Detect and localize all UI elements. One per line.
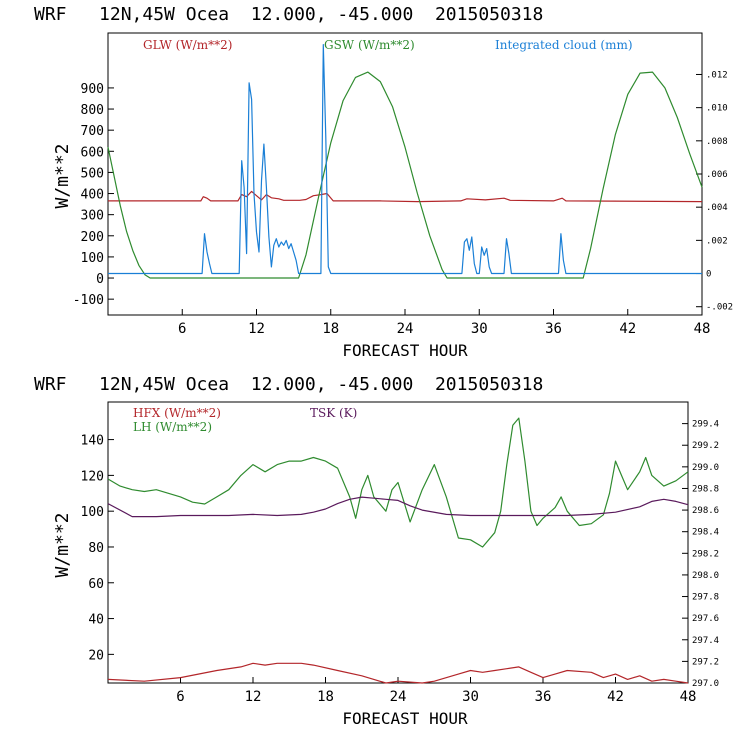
bottom-y2-tick-label: 297.4	[692, 636, 719, 646]
top-x-tick-label: 48	[694, 321, 711, 337]
bottom-y-axis-label: W/m**2	[52, 512, 73, 577]
bottom-y2-tick-label: 297.2	[692, 657, 719, 667]
top-x-axis-label: FORECAST HOUR	[342, 341, 468, 360]
bottom-panel: WRF 12N,45W Ocea 12.000, -45.000 2015050…	[34, 374, 719, 728]
bottom-y2-tick-label: 299.4	[692, 420, 719, 430]
bottom-plot-frame	[107, 401, 689, 684]
top-plot-frame	[107, 32, 703, 316]
top-series-line-1	[107, 71, 703, 279]
top-x-tick-label: 6	[178, 321, 186, 337]
top-y-tick-label: 200	[81, 230, 104, 245]
bottom-y2-tick-label: 298.0	[692, 571, 719, 581]
bottom-x-axis: 6 12 18 24 30 36 42 48	[176, 677, 696, 705]
bottom-x-tick-label: 12	[245, 689, 262, 705]
bottom-y2-tick-label: 298.2	[692, 549, 719, 559]
bottom-y-tick-label: 120	[81, 469, 104, 484]
top-y-tick-label: 500	[81, 166, 104, 181]
bottom-legend-tsk: TSK (K)	[310, 406, 357, 420]
top-y-tick-label: 400	[81, 188, 104, 203]
top-series-group	[107, 43, 703, 279]
bottom-chart-title: WRF 12N,45W Ocea 12.000, -45.000 2015050…	[34, 374, 543, 395]
top-x-tick-label: 24	[397, 321, 414, 337]
bottom-y2-tick-label: 299.0	[692, 463, 719, 473]
top-y-tick-label: -100	[73, 293, 104, 308]
bottom-x-tick-label: 6	[176, 689, 184, 705]
bottom-y2-tick-label: 298.8	[692, 484, 719, 494]
top-y2-tick-label: .002	[706, 236, 728, 246]
bottom-series-group	[107, 417, 689, 684]
top-x-tick-label: 18	[322, 321, 339, 337]
top-panel: WRF 12N,45W Ocea 12.000, -45.000 2015050…	[34, 4, 733, 360]
top-y-axis-label: W/m**2	[52, 143, 73, 208]
bottom-x-tick-label: 24	[390, 689, 407, 705]
bottom-y-tick-label: 20	[88, 648, 104, 663]
top-y2-tick-label: .012	[706, 70, 728, 80]
top-legend-gsw: GSW (W/m**2)	[324, 38, 415, 52]
top-y-tick-label: 600	[81, 145, 104, 160]
bottom-x-axis-label: FORECAST HOUR	[342, 709, 468, 728]
top-y-tick-label: 100	[81, 251, 104, 266]
top-y2-tick-label: .006	[706, 170, 728, 180]
bottom-series-line-2	[107, 496, 689, 518]
bottom-y-tick-label: 140	[81, 434, 104, 449]
bottom-y-tick-label: 100	[81, 505, 104, 520]
top-x-tick-label: 42	[619, 321, 636, 337]
top-legend-cloud: Integrated cloud (mm)	[495, 38, 633, 52]
bottom-y2-tick-label: 297.0	[692, 679, 719, 689]
top-y-tick-label: 900	[81, 82, 104, 97]
top-series-line-2	[108, 43, 702, 275]
bottom-x-tick-label: 42	[607, 689, 624, 705]
top-y-tick-label: 800	[81, 103, 104, 118]
bottom-y2-tick-label: 297.6	[692, 614, 719, 624]
top-y-axis: 900 800 700 600 500 400 300 200 100 0 -100	[73, 82, 114, 308]
bottom-y2-tick-label: 297.8	[692, 593, 719, 603]
bottom-legend-hfx: HFX (W/m**2)	[133, 406, 221, 420]
bottom-x-tick-label: 30	[462, 689, 479, 705]
bottom-x-tick-label: 48	[680, 689, 697, 705]
top-x-tick-label: 12	[248, 321, 265, 337]
top-y2-tick-label: -.002	[706, 303, 733, 313]
top-y-tick-label: 0	[96, 272, 104, 287]
top-y2-axis: .012 .010 .008 .006 .004 .002 0 -.002	[696, 70, 733, 313]
top-series-line-0	[108, 190, 703, 203]
bottom-y2-tick-label: 299.2	[692, 441, 719, 451]
top-y2-tick-label: 0	[706, 270, 711, 280]
bottom-y-axis: 140 120 100 80 60 40 20	[81, 434, 114, 663]
top-x-tick-label: 30	[471, 321, 488, 337]
top-x-tick-label: 36	[545, 321, 562, 337]
bottom-y2-tick-label: 298.6	[692, 506, 719, 516]
bottom-y-tick-label: 80	[88, 541, 104, 556]
bottom-y-tick-label: 60	[88, 577, 104, 592]
bottom-x-tick-label: 36	[535, 689, 552, 705]
top-y-tick-label: 300	[81, 209, 104, 224]
top-y2-tick-label: .010	[706, 104, 728, 114]
bottom-y2-tick-label: 298.4	[692, 528, 719, 538]
top-y-tick-label: 700	[81, 124, 104, 139]
bottom-legend-lh: LH (W/m**2)	[133, 420, 212, 434]
bottom-series-line-1	[107, 417, 689, 548]
top-y2-tick-label: .004	[706, 203, 728, 213]
top-x-axis: 6 12 18 24 30 36 42 48	[178, 309, 710, 337]
bottom-series-line-0	[107, 662, 689, 684]
top-y2-tick-label: .008	[706, 137, 728, 147]
bottom-x-tick-label: 18	[317, 689, 334, 705]
bottom-y-tick-label: 40	[88, 613, 104, 628]
top-legend-glw: GLW (W/m**2)	[143, 38, 232, 52]
top-chart-title: WRF 12N,45W Ocea 12.000, -45.000 2015050…	[34, 4, 543, 25]
bottom-y2-axis: 299.4 299.2 299.0 298.8 298.6 298.4 298.2 298.0…	[682, 420, 719, 689]
